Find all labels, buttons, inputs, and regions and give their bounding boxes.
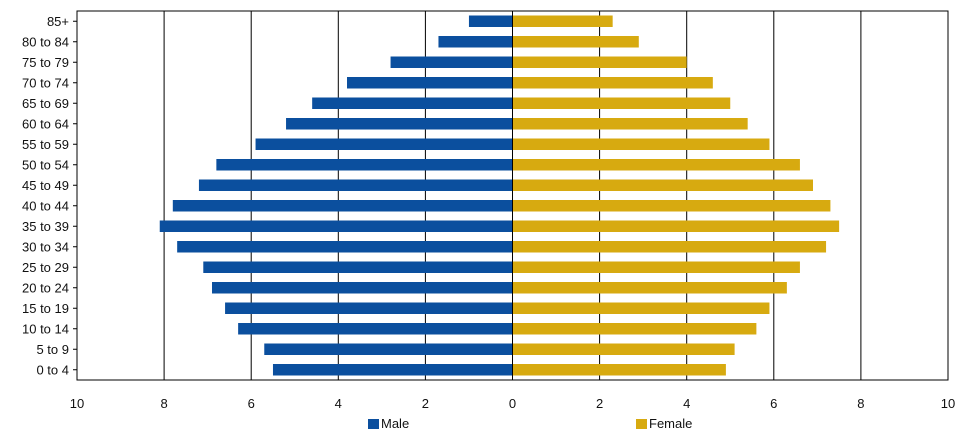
category-label: 25 to 29	[22, 260, 69, 275]
male-bar	[216, 159, 513, 171]
category-label: 5 to 9	[36, 342, 69, 357]
legend-label: Female	[649, 416, 692, 431]
x-tick-label: 6	[248, 396, 255, 411]
female-bar	[512, 282, 787, 294]
category-label: 30 to 34	[22, 239, 69, 254]
x-tick-label: 8	[160, 396, 167, 411]
female-bar	[512, 343, 735, 355]
category-label: 20 to 24	[22, 280, 69, 295]
male-bar	[468, 15, 513, 27]
female-bar	[512, 261, 800, 273]
x-tick-label: 2	[422, 396, 429, 411]
category-label: 40 to 44	[22, 198, 69, 213]
category-label: 15 to 19	[22, 301, 69, 316]
category-label: 65 to 69	[22, 96, 69, 111]
x-tick-label: 2	[596, 396, 603, 411]
category-label: 35 to 39	[22, 219, 69, 234]
female-bar	[512, 97, 731, 109]
male-bar	[272, 364, 513, 376]
x-tick-label: 4	[335, 396, 342, 411]
male-bar	[312, 97, 513, 109]
x-tick-label: 10	[941, 396, 955, 411]
female-bar	[512, 77, 713, 89]
male-bar	[286, 118, 513, 130]
male-bar	[159, 220, 513, 232]
category-label: 85+	[47, 14, 69, 29]
male-bar	[172, 200, 513, 212]
female-bar	[512, 36, 639, 48]
female-bar	[512, 323, 757, 335]
female-bar	[512, 364, 726, 376]
male-bar	[238, 323, 513, 335]
female-bar	[512, 302, 770, 314]
x-tick-label: 10	[70, 396, 84, 411]
x-tick-label: 8	[857, 396, 864, 411]
male-bar	[203, 261, 513, 273]
legend-label: Male	[381, 416, 409, 431]
male-bar	[255, 138, 513, 150]
female-bar	[512, 179, 813, 191]
legend-swatch	[636, 419, 647, 429]
category-label: 10 to 14	[22, 321, 69, 336]
male-bar	[347, 77, 513, 89]
female-bar	[512, 200, 831, 212]
category-label: 70 to 74	[22, 75, 69, 90]
female-bar	[512, 118, 748, 130]
female-bar	[512, 241, 827, 253]
male-bar	[264, 343, 513, 355]
category-label: 45 to 49	[22, 178, 69, 193]
female-bar	[512, 15, 613, 27]
male-bar	[177, 241, 513, 253]
category-label: 0 to 4	[36, 362, 69, 377]
category-label: 75 to 79	[22, 55, 69, 70]
female-bar	[512, 220, 840, 232]
category-label: 60 to 64	[22, 116, 69, 131]
x-tick-label: 6	[770, 396, 777, 411]
male-bar	[212, 282, 513, 294]
x-tick-label: 0	[509, 396, 516, 411]
female-bar	[512, 138, 770, 150]
category-label: 80 to 84	[22, 34, 69, 49]
male-bar	[390, 56, 513, 68]
male-bar	[198, 179, 513, 191]
category-label: 50 to 54	[22, 157, 69, 172]
plot-frame	[76, 10, 949, 381]
x-tick-label: 4	[683, 396, 690, 411]
legend-swatch	[368, 419, 379, 429]
category-label: 55 to 59	[22, 137, 69, 152]
male-bar	[225, 302, 513, 314]
female-bar	[512, 159, 800, 171]
male-bar	[438, 36, 513, 48]
female-bar	[512, 56, 687, 68]
